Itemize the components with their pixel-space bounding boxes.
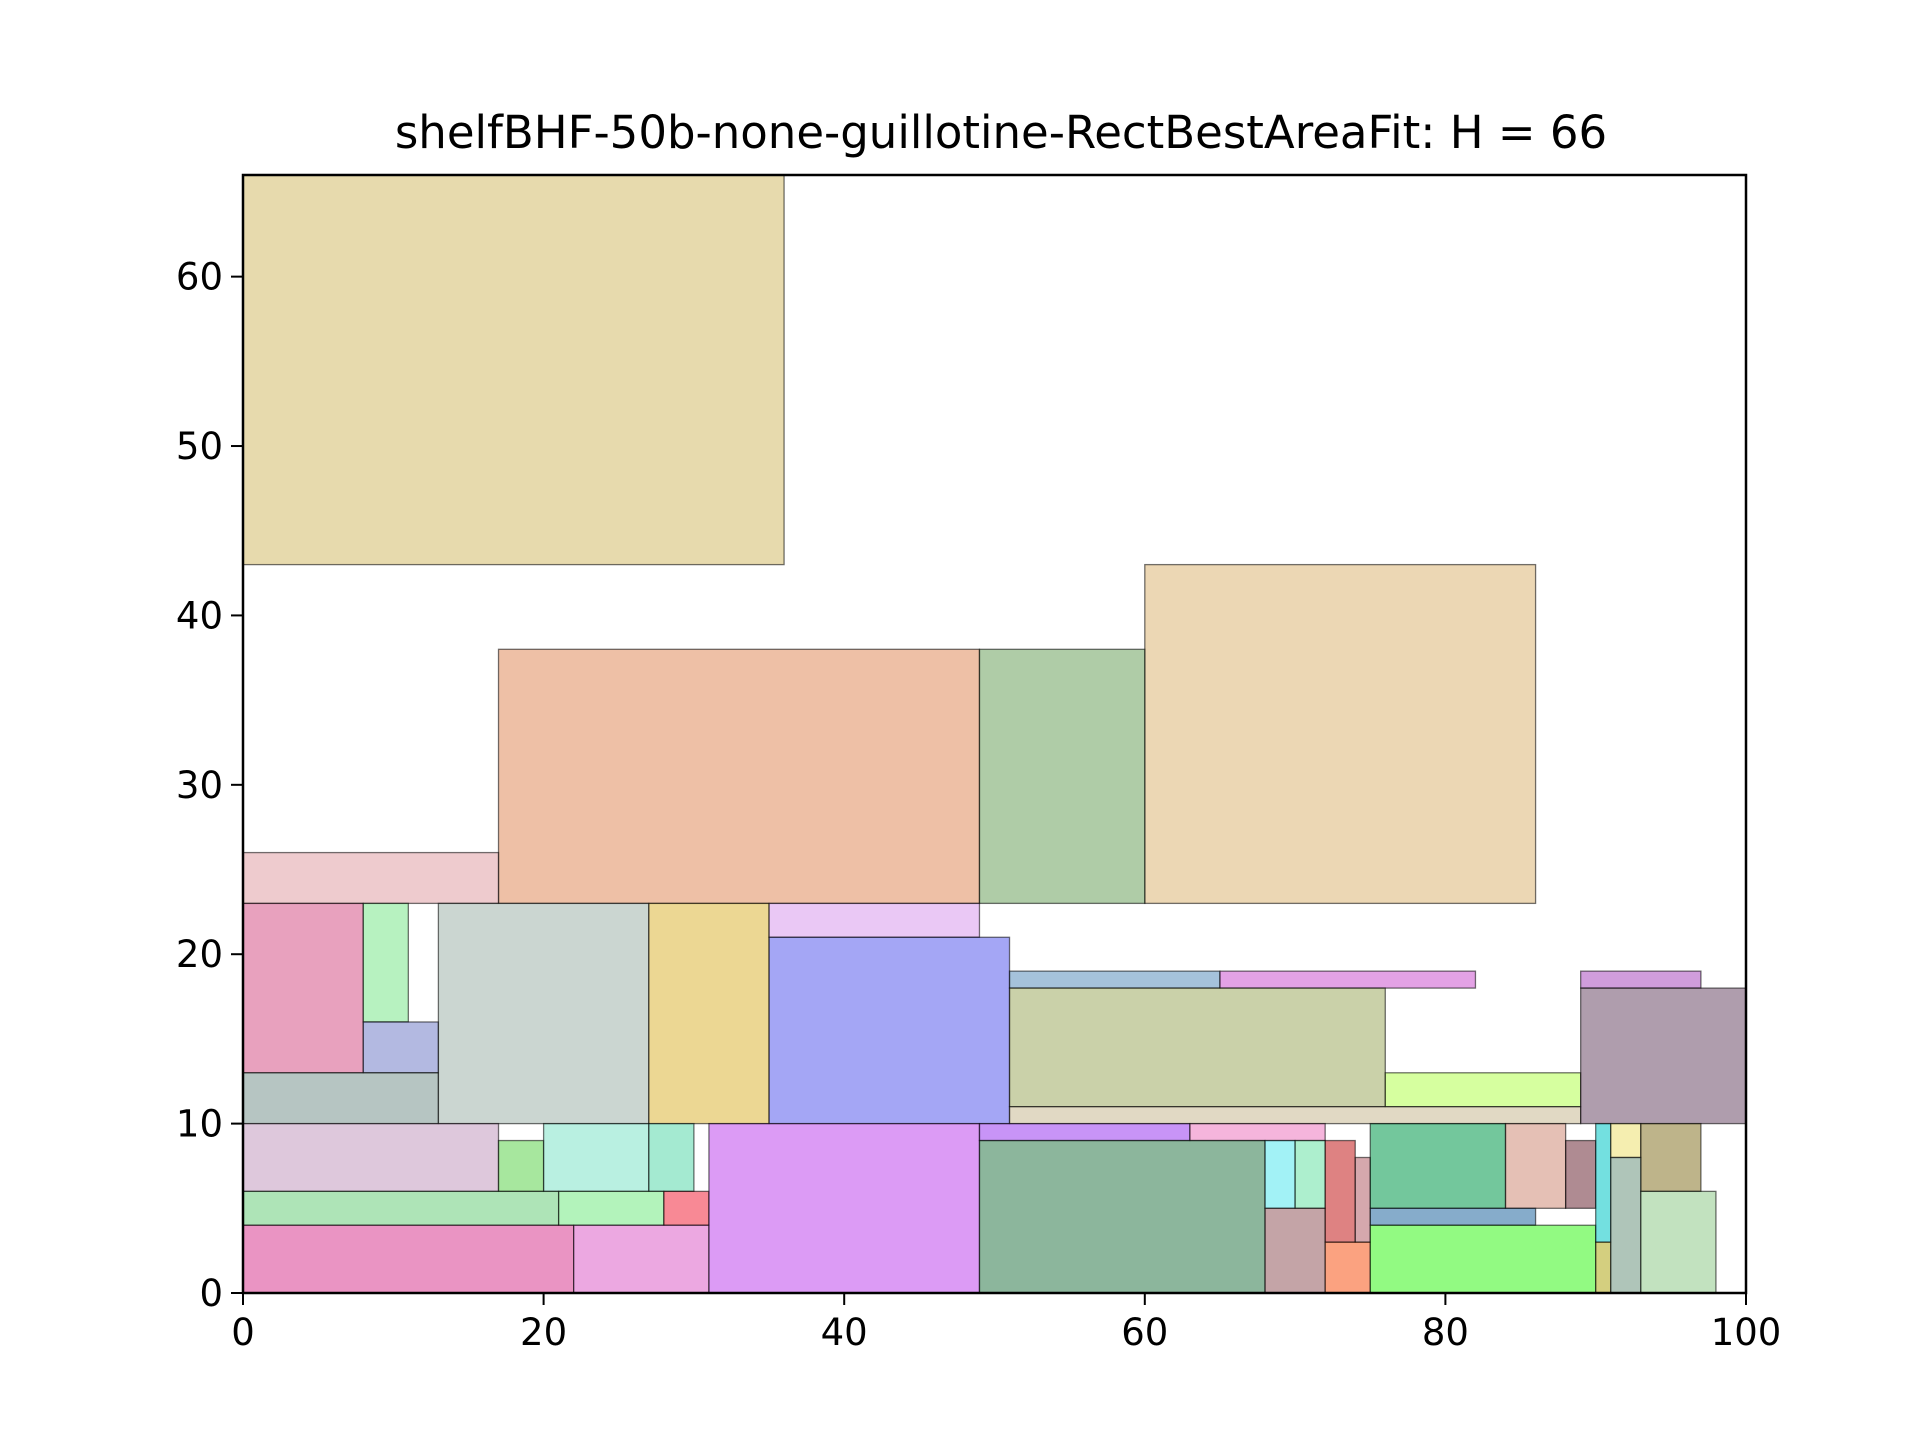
packed-rect-20: [242, 1122, 500, 1193]
packed-rect-47: [1595, 1241, 1612, 1294]
x-tick-label-0: 0: [231, 1311, 255, 1354]
packed-rect-38: [1324, 1241, 1371, 1294]
packed-rect-11: [768, 902, 981, 938]
x-axis: 0 20 40 60 80 100: [231, 1293, 1781, 1354]
plot-frame: [241, 173, 1748, 1295]
x-tick-label-3: 60: [1121, 1311, 1168, 1354]
packed-rect-25: [557, 1190, 665, 1226]
packed-rect-8: [242, 1072, 440, 1125]
packed-rect-36: [1324, 1139, 1356, 1243]
packed-rect-39: [1369, 1122, 1507, 1209]
packed-rect-45: [1610, 1122, 1642, 1159]
x-tick-label-2: 40: [821, 1311, 868, 1354]
packed-rect-12: [768, 936, 1011, 1125]
packed-rect-46: [1640, 1122, 1702, 1193]
packed-rect-40: [1504, 1122, 1567, 1209]
packed-rect-1: [1144, 563, 1537, 905]
packed-rect-48: [1610, 1156, 1642, 1294]
packed-rect-27: [242, 1224, 575, 1294]
x-tick-label-5: 100: [1711, 1311, 1782, 1354]
packed-rect-44: [1595, 1122, 1612, 1243]
packed-rect-7: [362, 1021, 440, 1074]
packed-rect-42: [1369, 1207, 1537, 1226]
y-tick-label-6: 60: [176, 256, 223, 299]
packed-rect-17: [1008, 1106, 1582, 1125]
y-tick-label-2: 20: [176, 933, 223, 976]
packed-rect-15: [1008, 987, 1386, 1108]
packed-rect-13: [1008, 970, 1221, 989]
packed-rect-18: [1580, 970, 1702, 989]
y-tick-label-1: 10: [176, 1103, 223, 1146]
packed-rect-22: [542, 1122, 650, 1193]
packed-rect-10: [648, 902, 770, 1125]
packed-rect-33: [1264, 1139, 1296, 1209]
packed-rect-23: [648, 1122, 695, 1193]
packed-rect-19: [1580, 987, 1747, 1125]
x-tick-label-4: 80: [1422, 1311, 1469, 1354]
chart-title: shelfBHF-50b-none-guillotine-RectBestAre…: [395, 106, 1607, 159]
packed-rect-9: [437, 902, 650, 1125]
packed-rect-28: [573, 1224, 710, 1294]
packed-rect-3: [978, 648, 1146, 905]
packed-rect-41: [1564, 1139, 1597, 1209]
packed-rect-24: [242, 1190, 560, 1226]
y-tick-label-3: 30: [176, 764, 223, 807]
packed-rect-5: [242, 902, 364, 1074]
y-axis: 0 10 20 30 40 50 60: [176, 256, 243, 1315]
packed-rect-14: [1219, 970, 1477, 989]
packed-rect-16: [1384, 1072, 1582, 1108]
packed-rect-43: [1369, 1224, 1597, 1294]
y-tick-label-5: 50: [176, 425, 223, 468]
packed-rect-29: [708, 1122, 981, 1294]
packed-rectangles: [242, 174, 1747, 1294]
packed-rect-0: [242, 174, 785, 566]
packed-rect-6: [362, 902, 409, 1023]
y-tick-label-0: 0: [199, 1272, 223, 1315]
packed-rect-32: [978, 1139, 1266, 1294]
packed-rect-49: [1640, 1190, 1717, 1294]
x-tick-label-1: 20: [520, 1311, 567, 1354]
y-tick-label-4: 40: [176, 594, 223, 637]
packed-rect-26: [663, 1190, 710, 1226]
packed-rect-31: [1189, 1122, 1326, 1142]
packed-rect-34: [1294, 1139, 1326, 1209]
packed-rect-4: [242, 851, 500, 905]
packed-rect-35: [1264, 1207, 1326, 1294]
packed-rect-37: [1354, 1156, 1371, 1243]
packed-rect-2: [497, 648, 981, 905]
packed-rect-30: [978, 1122, 1191, 1142]
packed-rect-21: [497, 1139, 545, 1193]
